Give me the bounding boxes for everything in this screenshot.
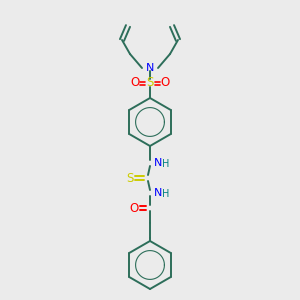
Text: N: N — [154, 188, 162, 198]
Text: O: O — [130, 76, 140, 89]
Text: H: H — [162, 189, 170, 199]
Text: N: N — [146, 63, 154, 73]
Text: S: S — [126, 172, 134, 184]
Text: S: S — [146, 76, 154, 89]
Text: N: N — [154, 158, 162, 168]
Text: O: O — [160, 76, 169, 89]
Text: O: O — [129, 202, 139, 214]
Text: H: H — [162, 159, 170, 169]
